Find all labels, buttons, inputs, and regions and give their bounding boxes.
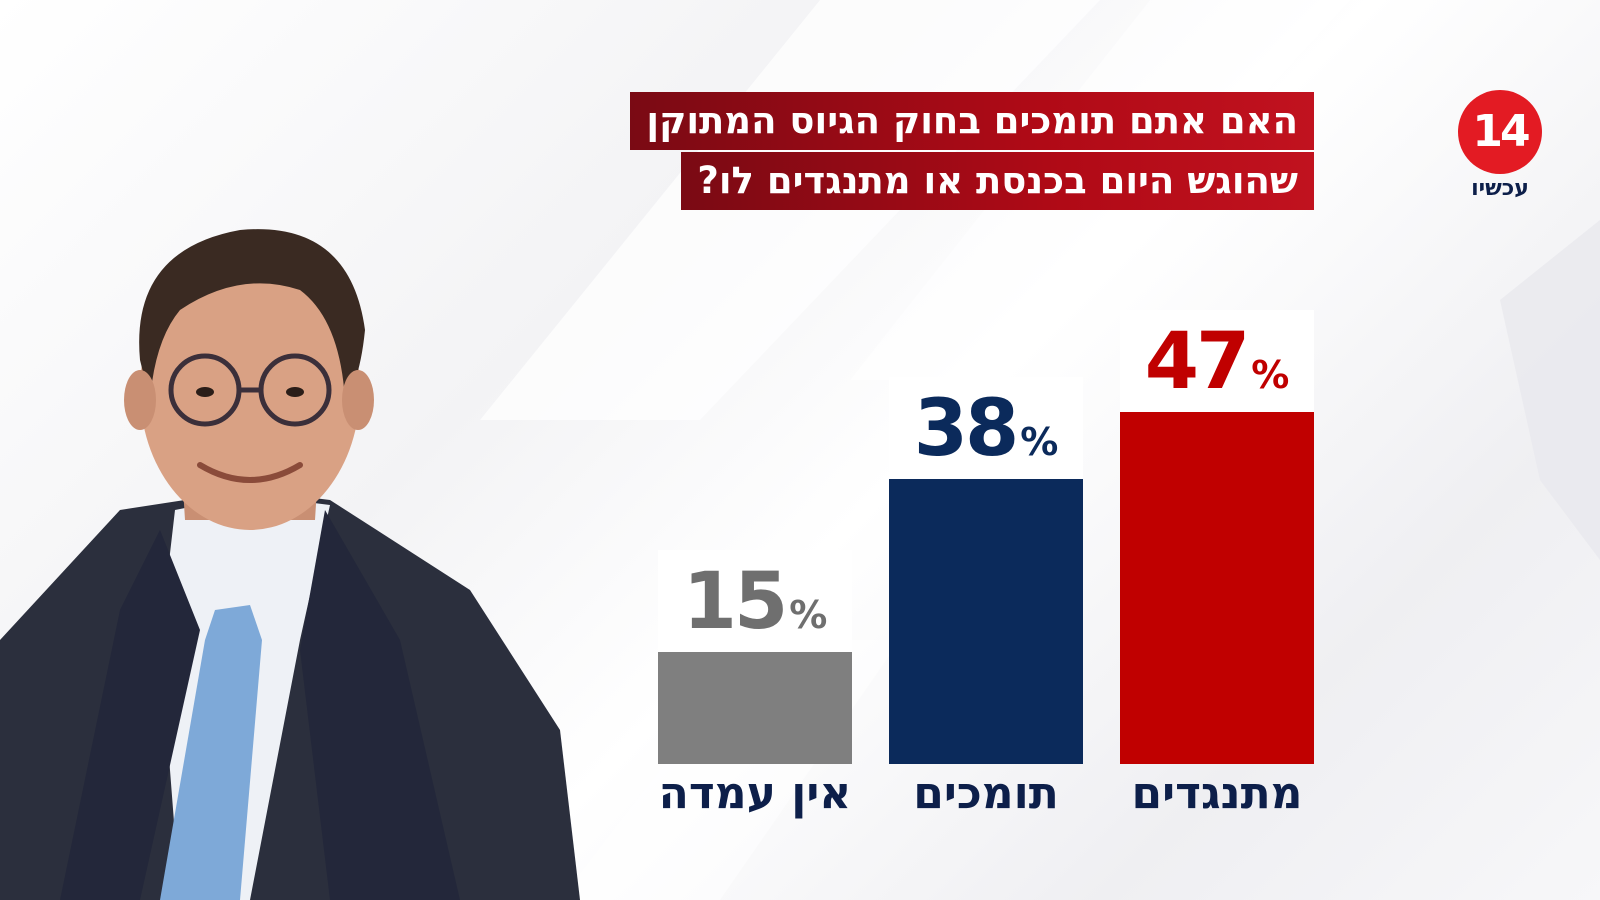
bar-value-label-3: 15% — [658, 552, 852, 665]
category-label-1: מתנגדים — [1131, 768, 1303, 819]
bar-fill-1 — [1120, 411, 1314, 764]
category-label-2: תומכים — [913, 768, 1059, 819]
percent-sign: % — [789, 592, 828, 637]
category-label-3: אין עמדה — [658, 768, 852, 819]
question-title-line-2: שהוגש היום בכנסת או מתנגדים לו? — [681, 152, 1314, 210]
question-title: האם אתם תומכים בחוק הגיוס המתוקן שהוגש ה… — [630, 92, 1314, 210]
bar-fill-2 — [889, 479, 1083, 764]
logo-word: עכשיו — [1471, 176, 1529, 201]
bar-value-label-2: 38% — [889, 379, 1083, 492]
bar-2: 38% — [889, 377, 1083, 764]
logo-number: 14 — [1458, 90, 1542, 174]
bar-value-number: 15 — [682, 556, 789, 647]
bar-1: 47% — [1120, 309, 1314, 764]
bar-value-label-1: 47% — [1120, 312, 1314, 425]
question-title-line-1: האם אתם תומכים בחוק הגיוס המתוקן — [630, 92, 1314, 150]
bar-fill-3 — [658, 651, 852, 764]
bar-value-number: 47 — [1144, 316, 1251, 407]
percent-sign: % — [1251, 352, 1290, 397]
channel-logo: 14 עכשיו — [1446, 90, 1542, 201]
bar-value-number: 38 — [913, 384, 1020, 474]
bar-3: 15% — [658, 549, 852, 764]
person-photo — [0, 229, 580, 900]
percent-sign: % — [1020, 420, 1059, 464]
